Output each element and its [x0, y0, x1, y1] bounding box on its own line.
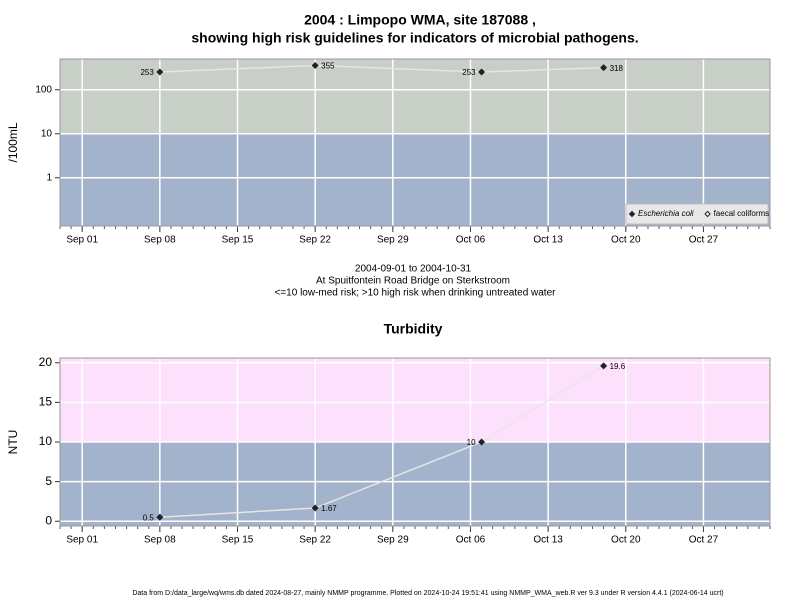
point — [478, 438, 486, 446]
data-label: 19.6 — [610, 362, 626, 371]
x-tick-label: Oct 27 — [689, 535, 719, 546]
series-line — [159, 365, 604, 519]
legend-label: faecal coliforms — [714, 209, 770, 218]
subtitle: showing high risk guidelines for indicat… — [191, 30, 638, 46]
x-tick-label: Sep 01 — [66, 535, 98, 546]
data-label: 318 — [610, 64, 624, 73]
x-tick-label: Oct 06 — [456, 535, 486, 546]
x-tick-label: Sep 22 — [299, 535, 331, 546]
series-line — [159, 64, 604, 73]
y-tick-label: 20 — [39, 355, 53, 369]
y-axis-label: /100mL — [6, 122, 20, 162]
x-tick-label: Sep 22 — [299, 235, 331, 246]
chart-title: Turbidity — [384, 321, 443, 337]
plot-border — [59, 58, 771, 227]
point — [600, 362, 608, 370]
legend-label: Escherichia coli — [638, 209, 694, 218]
x-tick-label: Sep 29 — [377, 235, 409, 246]
x-tick-label: Oct 20 — [611, 535, 641, 546]
x-tick-label: Sep 01 — [66, 235, 98, 246]
annotation: <=10 low-med risk; >10 high risk when dr… — [275, 288, 557, 299]
data-label: 10 — [467, 438, 476, 447]
annotation: 2004-09-01 to 2004-10-31 — [355, 264, 472, 275]
data-label: 0.5 — [143, 513, 155, 522]
legend-box — [625, 203, 769, 225]
x-tick-label: Sep 08 — [144, 535, 176, 546]
annotation: At Spuitfontein Road Bridge on Sterkstro… — [316, 276, 510, 287]
x-tick-label: Oct 13 — [533, 535, 563, 546]
x-tick-label: Oct 13 — [533, 235, 563, 246]
band-high — [60, 59, 770, 134]
x-tick-label: Sep 15 — [222, 235, 254, 246]
point — [600, 64, 608, 72]
point — [311, 504, 319, 512]
data-label: 355 — [321, 62, 335, 71]
point — [311, 62, 319, 70]
point — [478, 68, 486, 76]
y-tick-label: 10 — [41, 128, 53, 139]
x-tick-label: Oct 27 — [689, 235, 719, 246]
y-tick-label: 10 — [39, 434, 53, 448]
data-label: 253 — [462, 68, 476, 77]
x-tick-label: Sep 29 — [377, 535, 409, 546]
legend-marker — [628, 210, 636, 218]
y-tick-label: 5 — [45, 474, 52, 488]
point — [156, 513, 164, 521]
x-tick-label: Oct 06 — [456, 235, 486, 246]
data-label: 1.67 — [321, 504, 337, 513]
band-high — [60, 358, 770, 442]
plot-border — [59, 357, 771, 527]
point — [156, 68, 164, 76]
footer: Data from D:/data_large/wq/wms.db dated … — [132, 590, 723, 597]
y-tick-label: 100 — [35, 84, 52, 95]
data-label: 253 — [140, 68, 154, 77]
x-tick-label: Oct 20 — [611, 235, 641, 246]
x-tick-label: Sep 15 — [222, 535, 254, 546]
legend-marker — [704, 210, 711, 218]
y-tick-label: 1 — [46, 172, 52, 183]
x-tick-label: Sep 08 — [144, 235, 176, 246]
band-low — [60, 442, 770, 526]
title: 2004 : Limpopo WMA, site 187088 , — [304, 12, 536, 28]
y-tick-label: 15 — [39, 395, 53, 409]
y-axis-label: NTU — [6, 430, 20, 455]
y-tick-label: 0 — [45, 513, 52, 527]
